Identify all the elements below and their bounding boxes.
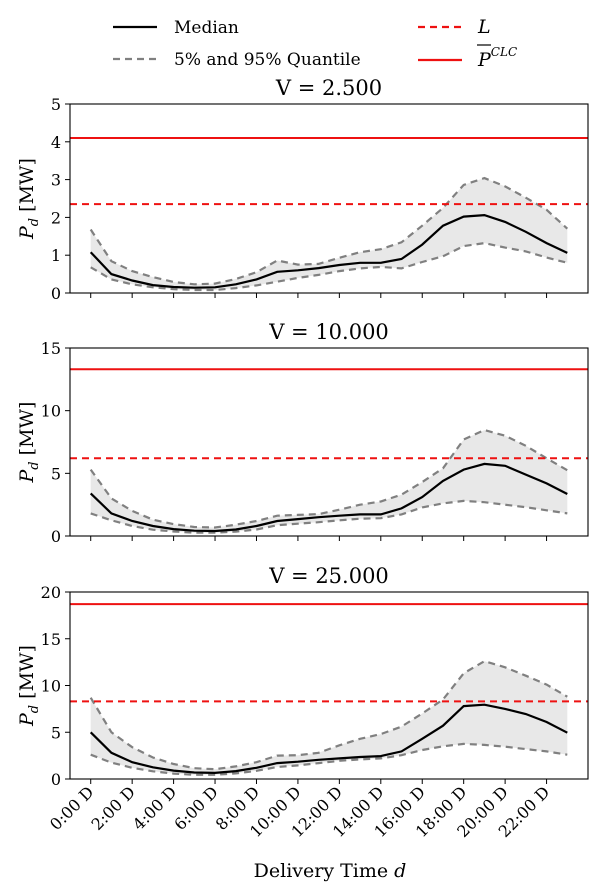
legend-pclc-main: P bbox=[477, 49, 492, 71]
y-tick-label: 20 bbox=[41, 583, 61, 602]
y-axis-title-var: P bbox=[16, 712, 38, 727]
panel-1: 0 1 2 3 4 5 V = 2.500 Pd [MW] bbox=[16, 76, 589, 303]
y-axis-title-unit: [MW] bbox=[16, 402, 38, 462]
x-tick-label: 6:00 D bbox=[170, 782, 222, 834]
quantile-5-line bbox=[90, 241, 568, 292]
x-tick-label: 4:00 D bbox=[129, 782, 181, 834]
y-tick-label: 5 bbox=[51, 95, 61, 114]
y-axis-title-sub: d bbox=[27, 461, 42, 469]
y-axis-title-unit: [MW] bbox=[16, 645, 38, 705]
quantile-95-line bbox=[89, 660, 568, 771]
y-tick-label: 0 bbox=[51, 527, 61, 546]
chart-panels: 0 1 2 3 4 5 V = 2.500 Pd [MW] 0 5 10 15 V = 10.000 Pd… bbox=[16, 76, 589, 841]
x-tick-label: 2:00 D bbox=[87, 782, 139, 834]
median-line bbox=[89, 703, 568, 775]
y-tick-label: 15 bbox=[41, 339, 61, 358]
y-tick-label: 0 bbox=[51, 284, 61, 303]
panel-title: V = 25.000 bbox=[268, 564, 389, 588]
legend-pclc-sup: CLC bbox=[491, 45, 517, 59]
plot-frame bbox=[69, 103, 589, 294]
y-axis-title-var: P bbox=[16, 225, 38, 240]
median-line bbox=[89, 213, 568, 289]
panel-2: 0 5 10 15 V = 10.000 Pd [MW] bbox=[16, 320, 589, 546]
quantile-5-line bbox=[90, 499, 568, 534]
plot-frame bbox=[69, 347, 589, 537]
legend-median-label: Median bbox=[174, 18, 239, 38]
quantile-95-line bbox=[89, 176, 569, 286]
y-tick-label: 0 bbox=[51, 770, 61, 789]
y-tick-label: 5 bbox=[51, 723, 61, 742]
panel-title: V = 10.000 bbox=[268, 320, 389, 344]
legend-pclc-label: PCLC bbox=[477, 45, 517, 71]
y-axis-title: Pd [MW] bbox=[16, 402, 42, 484]
quantile-band bbox=[90, 661, 568, 775]
quantile-band bbox=[90, 178, 568, 290]
legend-l-label: L bbox=[477, 16, 491, 38]
y-axis-title-var: P bbox=[16, 468, 38, 483]
y-axis-title-sub: d bbox=[27, 705, 42, 713]
y-tick-label: 3 bbox=[51, 171, 61, 190]
y-tick-label: 1 bbox=[51, 246, 61, 265]
median-line bbox=[89, 462, 568, 533]
y-axis-title-sub: d bbox=[27, 218, 42, 226]
y-tick-label: 5 bbox=[51, 464, 61, 483]
x-tick-label: 0:00 D bbox=[46, 782, 98, 834]
y-axis-title: Pd [MW] bbox=[16, 645, 42, 727]
panel-title: V = 2.500 bbox=[275, 76, 382, 100]
x-axis-title-var: d bbox=[394, 860, 406, 882]
y-axis-title-unit: [MW] bbox=[16, 158, 38, 218]
quantile-95-line bbox=[89, 428, 568, 529]
x-axis-title: Delivery Time d bbox=[254, 860, 407, 882]
y-tick-label: 10 bbox=[41, 677, 61, 696]
y-tick-label: 10 bbox=[41, 402, 61, 421]
y-axis-title: Pd [MW] bbox=[16, 158, 42, 240]
legend-quantile-label: 5% and 95% Quantile bbox=[174, 50, 361, 70]
y-tick-label: 15 bbox=[41, 630, 61, 649]
y-tick-label: 4 bbox=[51, 133, 61, 152]
x-axis-title-text: Delivery Time bbox=[254, 860, 388, 882]
legend: Median 5% and 95% Quantile L PCLC bbox=[113, 16, 517, 71]
quantile-5-line bbox=[90, 742, 568, 776]
y-tick-label: 2 bbox=[51, 208, 61, 227]
